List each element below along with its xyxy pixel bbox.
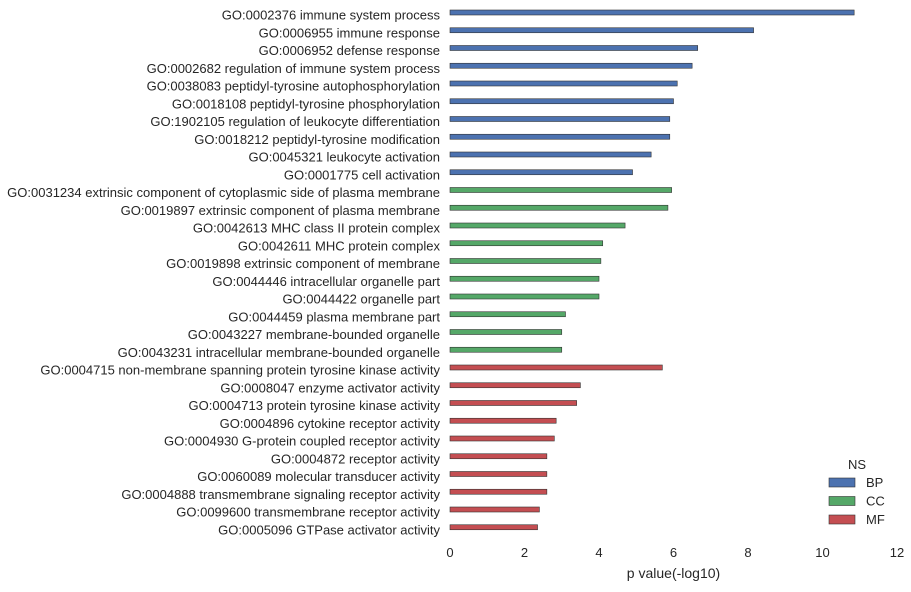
category-label: GO:0019897 extrinsic component of plasma… xyxy=(121,203,440,218)
category-label: GO:0044422 organelle part xyxy=(282,292,440,307)
bar-bp-7 xyxy=(449,116,671,122)
x-tick-label: 8 xyxy=(744,545,751,560)
bar-cc-15 xyxy=(449,258,602,264)
bar-cc-16 xyxy=(449,275,600,282)
x-axis-title: p value(-log10) xyxy=(627,565,720,581)
category-label: GO:0004872 receptor activity xyxy=(271,451,441,466)
bar-mf-25 xyxy=(449,435,555,442)
bar-cc-13 xyxy=(449,222,626,229)
category-label: GO:0005096 GTPase activator activity xyxy=(218,522,440,537)
category-label: GO:0060089 molecular transducer activity xyxy=(197,469,440,484)
bar-mf-23 xyxy=(449,400,577,406)
bar-mf-26 xyxy=(449,453,548,460)
category-label: GO:0008047 enzyme activator activity xyxy=(220,380,440,395)
category-label: GO:0038083 peptidyl-tyrosine autophospho… xyxy=(147,79,440,94)
bar-cc-18 xyxy=(449,311,566,318)
bar-cc-19 xyxy=(449,329,563,335)
category-label: GO:0006955 immune response xyxy=(259,25,440,40)
bar-bp-2 xyxy=(449,27,754,34)
bar-bp-3 xyxy=(449,45,699,51)
bar-mf-28 xyxy=(449,488,548,495)
category-label: GO:1902105 regulation of leukocyte diffe… xyxy=(150,114,440,129)
bar-cc-11 xyxy=(449,187,672,193)
category-label: GO:0044446 intracellular organelle part xyxy=(212,274,440,289)
category-label: GO:0099600 transmembrane receptor activi… xyxy=(176,505,440,520)
category-label: GO:0045321 leukocyte activation xyxy=(248,150,440,165)
legend-label-cc: CC xyxy=(866,494,885,509)
legend-title: NS xyxy=(848,457,866,472)
bar-mf-29 xyxy=(449,506,540,513)
category-label: GO:0031234 extrinsic component of cytopl… xyxy=(7,185,440,200)
x-tick-label: 12 xyxy=(890,545,904,560)
x-tick-label: 10 xyxy=(815,545,829,560)
category-label: GO:0019898 extrinsic component of membra… xyxy=(166,256,440,271)
bar-mf-27 xyxy=(449,471,548,477)
bar-mf-30 xyxy=(449,524,538,531)
category-label: GO:0043231 intracellular membrane-bounde… xyxy=(118,345,440,360)
bar-cc-20 xyxy=(449,346,563,353)
x-tick-label: 4 xyxy=(595,545,602,560)
x-tick-label: 0 xyxy=(446,545,453,560)
bar-cc-17 xyxy=(449,293,600,300)
category-labels: GO:0002376 immune system process GO:00069… xyxy=(7,8,440,538)
category-label: GO:0042613 MHC class II protein complex xyxy=(193,221,441,236)
legend-swatch-bp xyxy=(828,477,856,488)
legend-label-mf: MF xyxy=(866,512,885,527)
category-label: GO:0004896 cytokine receptor activity xyxy=(220,416,441,431)
bar-bp-6 xyxy=(449,98,674,105)
category-label: GO:0043227 membrane-bounded organelle xyxy=(188,327,440,342)
category-label: GO:0004713 protein tyrosine kinase activ… xyxy=(189,398,441,413)
legend-label-bp: BP xyxy=(866,475,883,490)
bar-bp-4 xyxy=(449,62,693,69)
bar-mf-21 xyxy=(449,364,663,371)
bars-layer xyxy=(449,9,855,531)
category-label: GO:0018212 peptidyl-tyrosine modificatio… xyxy=(194,132,440,147)
bar-mf-24 xyxy=(449,417,557,424)
bar-cc-12 xyxy=(449,204,669,211)
legend: NS BP CC MF xyxy=(828,457,885,527)
category-label: GO:0044459 plasma membrane part xyxy=(228,309,440,324)
category-label: GO:0042611 MHC protein complex xyxy=(238,238,441,253)
bar-bp-9 xyxy=(449,151,652,158)
bar-bp-1 xyxy=(449,9,855,16)
bar-mf-22 xyxy=(449,382,581,389)
x-tick-label: 2 xyxy=(521,545,528,560)
x-tick-label: 6 xyxy=(670,545,677,560)
bar-bp-8 xyxy=(449,133,671,140)
bar-bp-5 xyxy=(449,80,678,87)
category-label: GO:0006952 defense response xyxy=(259,43,440,58)
category-label: GO:0002682 regulation of immune system p… xyxy=(147,61,441,76)
category-label: GO:0004715 non-membrane spanning protein… xyxy=(40,363,440,378)
bar-cc-14 xyxy=(449,240,604,247)
category-label: GO:0002376 immune system process xyxy=(222,8,441,23)
bar-bp-10 xyxy=(449,169,633,176)
legend-swatch-cc xyxy=(828,496,856,506)
category-label: GO:0004930 G-protein coupled receptor ac… xyxy=(164,434,441,449)
category-label: GO:0004888 transmembrane signaling recep… xyxy=(121,487,440,502)
category-label: GO:0001775 cell activation xyxy=(284,167,440,182)
x-axis-ticks: 0 2 4 6 8 10 12 xyxy=(446,545,904,560)
legend-swatch-mf xyxy=(828,514,856,525)
category-label: GO:0018108 peptidyl-tyrosine phosphoryla… xyxy=(172,96,440,111)
